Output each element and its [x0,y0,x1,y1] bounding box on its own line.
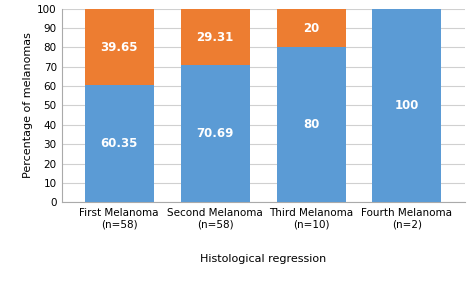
Text: 70.69: 70.69 [196,127,234,140]
Text: 39.65: 39.65 [100,40,138,53]
Bar [373,9,441,202]
Text: 29.31: 29.31 [197,31,234,44]
Text: 80: 80 [303,118,319,131]
Bar [181,65,250,202]
X-axis label: Histological regression: Histological regression [200,254,326,264]
Text: 100: 100 [395,99,419,112]
Bar [85,9,154,86]
Text: 60.35: 60.35 [100,137,138,150]
Bar [181,9,250,65]
Bar [85,86,154,202]
Text: 20: 20 [303,22,319,34]
Bar [276,9,346,47]
Y-axis label: Percentage of melanomas: Percentage of melanomas [23,33,33,178]
Bar [276,47,346,202]
